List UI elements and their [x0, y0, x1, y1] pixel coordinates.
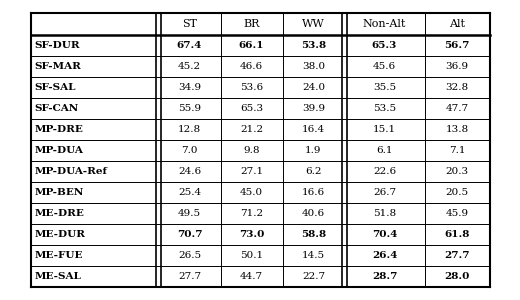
Text: ME-DRE: ME-DRE [34, 209, 84, 218]
Text: 51.8: 51.8 [373, 209, 396, 218]
Text: 20.3: 20.3 [446, 167, 469, 176]
Text: 70.7: 70.7 [177, 230, 202, 239]
Text: 53.8: 53.8 [301, 41, 326, 50]
Text: BR: BR [243, 19, 259, 29]
Text: SF-CAN: SF-CAN [34, 104, 79, 113]
Text: 14.5: 14.5 [302, 251, 325, 260]
Text: 16.6: 16.6 [302, 188, 325, 197]
Text: 53.5: 53.5 [373, 104, 396, 113]
Text: MP-DUA-Ref: MP-DUA-Ref [34, 167, 107, 176]
Text: 26.5: 26.5 [178, 251, 201, 260]
Text: 35.5: 35.5 [373, 83, 396, 92]
Text: 36.9: 36.9 [446, 62, 469, 71]
Text: 55.9: 55.9 [178, 104, 201, 113]
Text: 71.2: 71.2 [240, 209, 263, 218]
Text: 65.3: 65.3 [240, 104, 263, 113]
Text: 20.5: 20.5 [446, 188, 469, 197]
Text: 24.0: 24.0 [302, 83, 325, 92]
Text: 45.9: 45.9 [446, 209, 469, 218]
Text: 27.1: 27.1 [240, 167, 263, 176]
Text: 16.4: 16.4 [302, 125, 325, 134]
Text: MP-DRE: MP-DRE [34, 125, 83, 134]
Text: Non-Alt: Non-Alt [363, 19, 406, 29]
Text: MP-DUA: MP-DUA [34, 146, 83, 155]
Text: 6.1: 6.1 [376, 146, 393, 155]
Text: 12.8: 12.8 [178, 125, 201, 134]
Text: WW: WW [302, 19, 325, 29]
Text: SF-MAR: SF-MAR [34, 62, 81, 71]
Text: 22.7: 22.7 [302, 272, 325, 281]
Text: SF-DUR: SF-DUR [34, 41, 80, 50]
Text: ST: ST [182, 19, 197, 29]
Text: 38.0: 38.0 [302, 62, 325, 71]
Text: 6.2: 6.2 [305, 167, 322, 176]
Text: 1.9: 1.9 [305, 146, 322, 155]
Text: MP-BEN: MP-BEN [34, 188, 84, 197]
Text: 7.0: 7.0 [181, 146, 198, 155]
Text: 15.1: 15.1 [373, 125, 396, 134]
Text: 66.1: 66.1 [239, 41, 264, 50]
Text: 22.6: 22.6 [373, 167, 396, 176]
Text: 27.7: 27.7 [178, 272, 201, 281]
Text: 28.7: 28.7 [372, 272, 397, 281]
Text: 45.6: 45.6 [373, 62, 396, 71]
Text: 65.3: 65.3 [372, 41, 397, 50]
Text: 24.6: 24.6 [178, 167, 201, 176]
Text: 53.6: 53.6 [240, 83, 263, 92]
Text: 25.4: 25.4 [178, 188, 201, 197]
Text: 9.8: 9.8 [243, 146, 260, 155]
Text: ME-DUR: ME-DUR [34, 230, 85, 239]
Text: 13.8: 13.8 [446, 125, 469, 134]
Text: SF-SAL: SF-SAL [34, 83, 76, 92]
Text: 50.1: 50.1 [240, 251, 263, 260]
Text: 32.8: 32.8 [446, 83, 469, 92]
Text: ME-SAL: ME-SAL [34, 272, 81, 281]
Text: 73.0: 73.0 [239, 230, 264, 239]
Text: 26.4: 26.4 [372, 251, 397, 260]
Text: 70.4: 70.4 [372, 230, 397, 239]
Text: Alt: Alt [449, 19, 465, 29]
Text: 58.8: 58.8 [301, 230, 326, 239]
Text: 47.7: 47.7 [446, 104, 469, 113]
Text: 45.0: 45.0 [240, 188, 263, 197]
Text: 7.1: 7.1 [449, 146, 465, 155]
Text: 67.4: 67.4 [177, 41, 202, 50]
Text: 46.6: 46.6 [240, 62, 263, 71]
Text: 49.5: 49.5 [178, 209, 201, 218]
Text: 28.0: 28.0 [444, 272, 470, 281]
Text: ME-FUE: ME-FUE [34, 251, 83, 260]
Text: 61.8: 61.8 [444, 230, 470, 239]
Text: 34.9: 34.9 [178, 83, 201, 92]
Text: 39.9: 39.9 [302, 104, 325, 113]
Text: 21.2: 21.2 [240, 125, 263, 134]
Text: 27.7: 27.7 [444, 251, 470, 260]
Text: 26.7: 26.7 [373, 188, 396, 197]
Text: 45.2: 45.2 [178, 62, 201, 71]
Text: 40.6: 40.6 [302, 209, 325, 218]
Text: 56.7: 56.7 [444, 41, 470, 50]
Text: 44.7: 44.7 [240, 272, 263, 281]
